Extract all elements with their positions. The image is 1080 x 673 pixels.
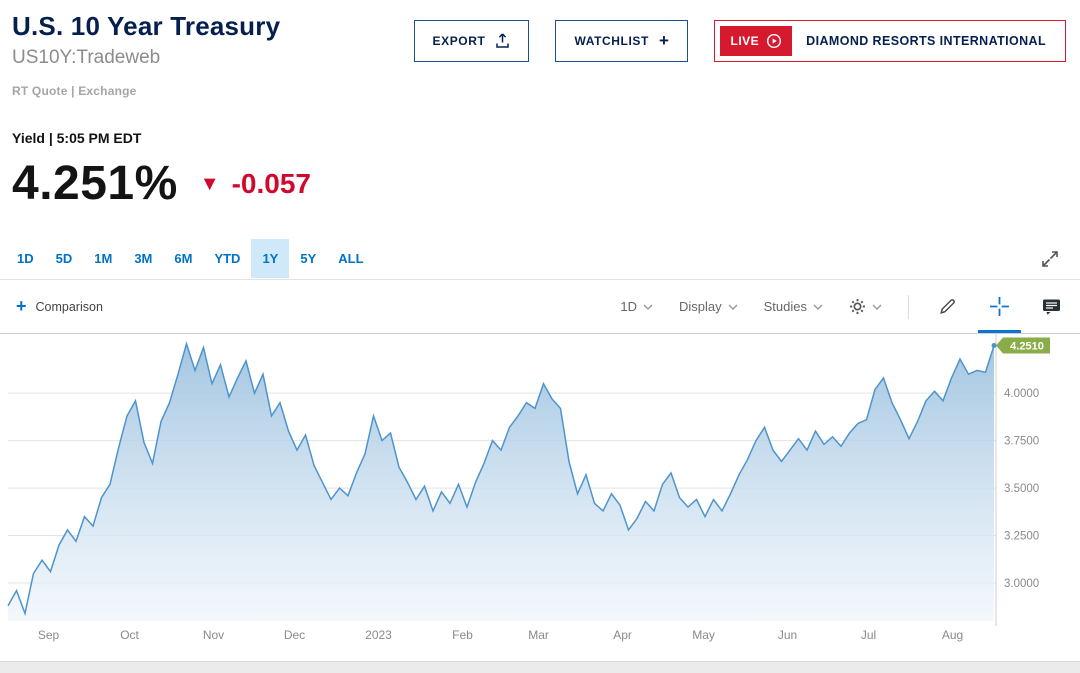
export-icon [496, 33, 510, 48]
svg-text:4.0000: 4.0000 [1004, 388, 1039, 400]
bottom-scrollbar[interactable] [0, 661, 1080, 673]
svg-text:4.2510: 4.2510 [1010, 341, 1044, 353]
plus-icon: + [658, 31, 670, 50]
chevron-down-icon [728, 304, 738, 310]
price-chart[interactable]: 4.0000 3.7500 3.5000 3.2500 3.0000 Sep Oct Nov D… [0, 334, 1080, 673]
svg-text:3.2500: 3.2500 [1004, 531, 1039, 543]
range-tab-6m[interactable]: 6M [174, 251, 193, 266]
plus-icon: + [16, 296, 27, 316]
quote-section: Yield | 5:05 PM EDT 4.251% ▼ -0.057 [0, 130, 1080, 210]
export-button[interactable]: EXPORT [413, 20, 530, 62]
live-badge: LIVE [720, 26, 793, 56]
interval-dropdown[interactable]: 1D [620, 299, 653, 314]
display-label: Display [679, 299, 722, 314]
range-tab-all[interactable]: ALL [338, 251, 364, 266]
range-tab-5d[interactable]: 5D [55, 251, 73, 266]
expand-icon [1042, 250, 1058, 267]
chevron-down-icon [872, 304, 882, 310]
chevron-down-icon [643, 304, 653, 310]
svg-text:Mar: Mar [528, 628, 549, 642]
pencil-icon [940, 299, 955, 314]
crosshair-tool-button[interactable] [978, 280, 1021, 333]
range-tabs: 1D 5D 1M 3M 6M YTD 1Y 5Y ALL [0, 238, 1080, 280]
comments-icon [1043, 299, 1060, 315]
svg-text:3.0000: 3.0000 [1004, 578, 1039, 590]
export-label: EXPORT [432, 34, 486, 48]
range-tab-ytd[interactable]: YTD [214, 251, 241, 266]
expand-chart-button[interactable] [1036, 245, 1064, 273]
quote-meta: RT Quote | Exchange [12, 84, 137, 98]
comparison-button[interactable]: + Comparison [16, 296, 103, 317]
studies-label: Studies [763, 299, 807, 314]
chevron-down-icon [813, 304, 823, 310]
live-headline: DIAMOND RESORTS INTERNATIONAL [806, 34, 1046, 48]
down-triangle-icon: ▼ [199, 172, 220, 195]
chart-settings-dropdown[interactable] [849, 298, 882, 315]
range-tab-3m[interactable]: 3M [134, 251, 153, 266]
draw-tool-button[interactable] [935, 280, 960, 333]
watchlist-button[interactable]: WATCHLIST + [555, 20, 689, 62]
svg-text:3.7500: 3.7500 [1004, 436, 1039, 448]
svg-text:Feb: Feb [452, 628, 473, 642]
quote-value: 4.251% [12, 157, 178, 210]
display-dropdown[interactable]: Display [679, 299, 738, 314]
studies-dropdown[interactable]: Studies [764, 299, 823, 314]
svg-text:Oct: Oct [120, 628, 139, 642]
svg-text:Aug: Aug [942, 628, 963, 642]
page-title: U.S. 10 Year Treasury [12, 11, 281, 41]
quote-header: U.S. 10 Year Treasury US10Y:Tradeweb RT … [0, 0, 1080, 100]
quote-change: -0.057 [231, 168, 311, 199]
toolbar-divider [908, 294, 909, 319]
svg-text:2023: 2023 [365, 628, 392, 642]
interval-label: 1D [620, 299, 637, 314]
live-label: LIVE [730, 34, 760, 48]
svg-text:Apr: Apr [613, 628, 632, 642]
chart-toolbar-right: 1D Display Studies [620, 280, 1064, 333]
svg-text:Sep: Sep [38, 628, 60, 642]
price-row: 4.251% ▼ -0.057 [12, 158, 1066, 210]
svg-text:Dec: Dec [284, 628, 305, 642]
symbol-label: US10Y:Tradeweb [12, 47, 161, 68]
comparison-label: Comparison [35, 299, 103, 314]
range-tab-1m[interactable]: 1M [94, 251, 113, 266]
comments-tool-button[interactable] [1039, 280, 1064, 333]
svg-text:May: May [692, 628, 715, 642]
range-tab-1d[interactable]: 1D [17, 251, 34, 266]
chart-area[interactable]: 4.0000 3.7500 3.5000 3.2500 3.0000 Sep Oct Nov D… [0, 334, 1080, 673]
svg-text:Jun: Jun [778, 628, 797, 642]
svg-text:Nov: Nov [203, 628, 224, 642]
crosshair-icon [990, 297, 1009, 316]
range-tab-5y[interactable]: 5Y [300, 251, 317, 266]
chart-toolbar: + Comparison 1D Display Studies [0, 280, 1080, 334]
header-actions: EXPORT WATCHLIST + LIVE DIAMOND RESORTS … [413, 20, 1066, 62]
range-tab-1y[interactable]: 1Y [251, 239, 290, 278]
play-icon [767, 33, 782, 49]
svg-text:Jul: Jul [861, 628, 876, 642]
svg-text:3.5000: 3.5000 [1004, 483, 1039, 495]
watchlist-label: WATCHLIST [574, 34, 649, 48]
quote-time-label: Yield | 5:05 PM EDT [12, 130, 142, 146]
gear-icon [850, 299, 865, 314]
live-banner[interactable]: LIVE DIAMOND RESORTS INTERNATIONAL [714, 20, 1066, 62]
